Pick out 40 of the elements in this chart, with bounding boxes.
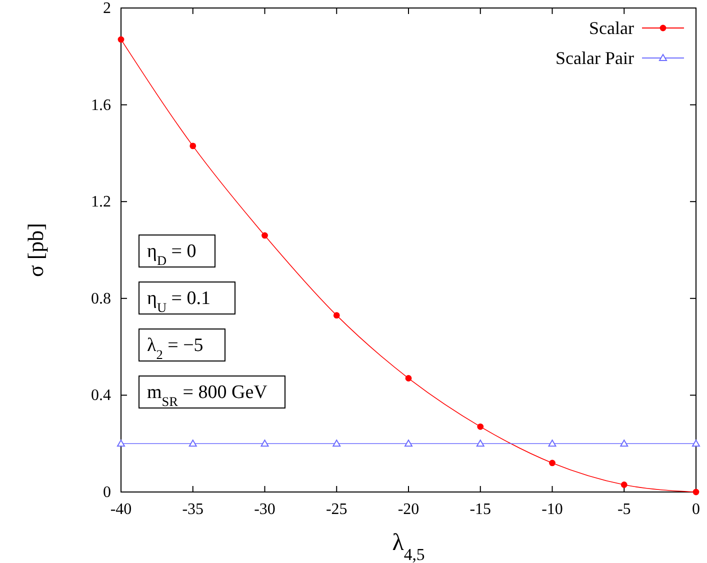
point xyxy=(620,482,628,488)
point xyxy=(548,440,556,447)
point xyxy=(118,36,124,43)
point xyxy=(405,375,412,382)
point xyxy=(260,440,269,447)
point xyxy=(549,460,556,466)
annotation: η$_{D}$ = 0 xyxy=(147,241,196,268)
y-tick-label: 0.8 xyxy=(91,290,111,308)
x-tick-label: -30 xyxy=(254,501,276,518)
y-tick-label: 1.2 xyxy=(91,194,111,211)
y-tick-label: 0 xyxy=(103,484,111,501)
annotation: η$_{U}$ = 0.1 xyxy=(147,288,211,314)
annotation: m$_{SR}$ = 800 GeV xyxy=(147,382,268,408)
point xyxy=(188,440,197,447)
point xyxy=(262,232,268,239)
point xyxy=(476,440,484,447)
legend-label: Scalar xyxy=(589,18,634,38)
x-tick-label: -15 xyxy=(470,501,492,518)
point xyxy=(692,488,700,496)
y-tick-label: 1.6 xyxy=(91,96,111,114)
x-axis-title: λ$_{4,5}$ xyxy=(392,530,425,563)
y-axis-title: σ [pb] xyxy=(23,222,48,278)
x-tick-label: -20 xyxy=(398,501,420,518)
point xyxy=(620,440,628,447)
x-tick-label: -5 xyxy=(617,501,631,518)
point xyxy=(477,423,484,430)
point xyxy=(692,440,700,447)
x-tick-label: -35 xyxy=(182,501,204,518)
point xyxy=(190,142,196,150)
x-tick-label: -25 xyxy=(326,501,348,518)
x-tick-label: -40 xyxy=(110,501,132,518)
point xyxy=(332,440,341,447)
point xyxy=(333,312,340,319)
y-tick-label: 0.4 xyxy=(91,387,111,404)
point xyxy=(404,440,412,447)
x-tick-label: 0 xyxy=(692,501,700,518)
annotation: λ$_{2}$ = −5 xyxy=(147,335,204,362)
y-tick-label: 2 xyxy=(103,0,111,17)
legend-label: Scalar Pair xyxy=(556,48,634,68)
x-tick-label: -10 xyxy=(542,501,563,518)
